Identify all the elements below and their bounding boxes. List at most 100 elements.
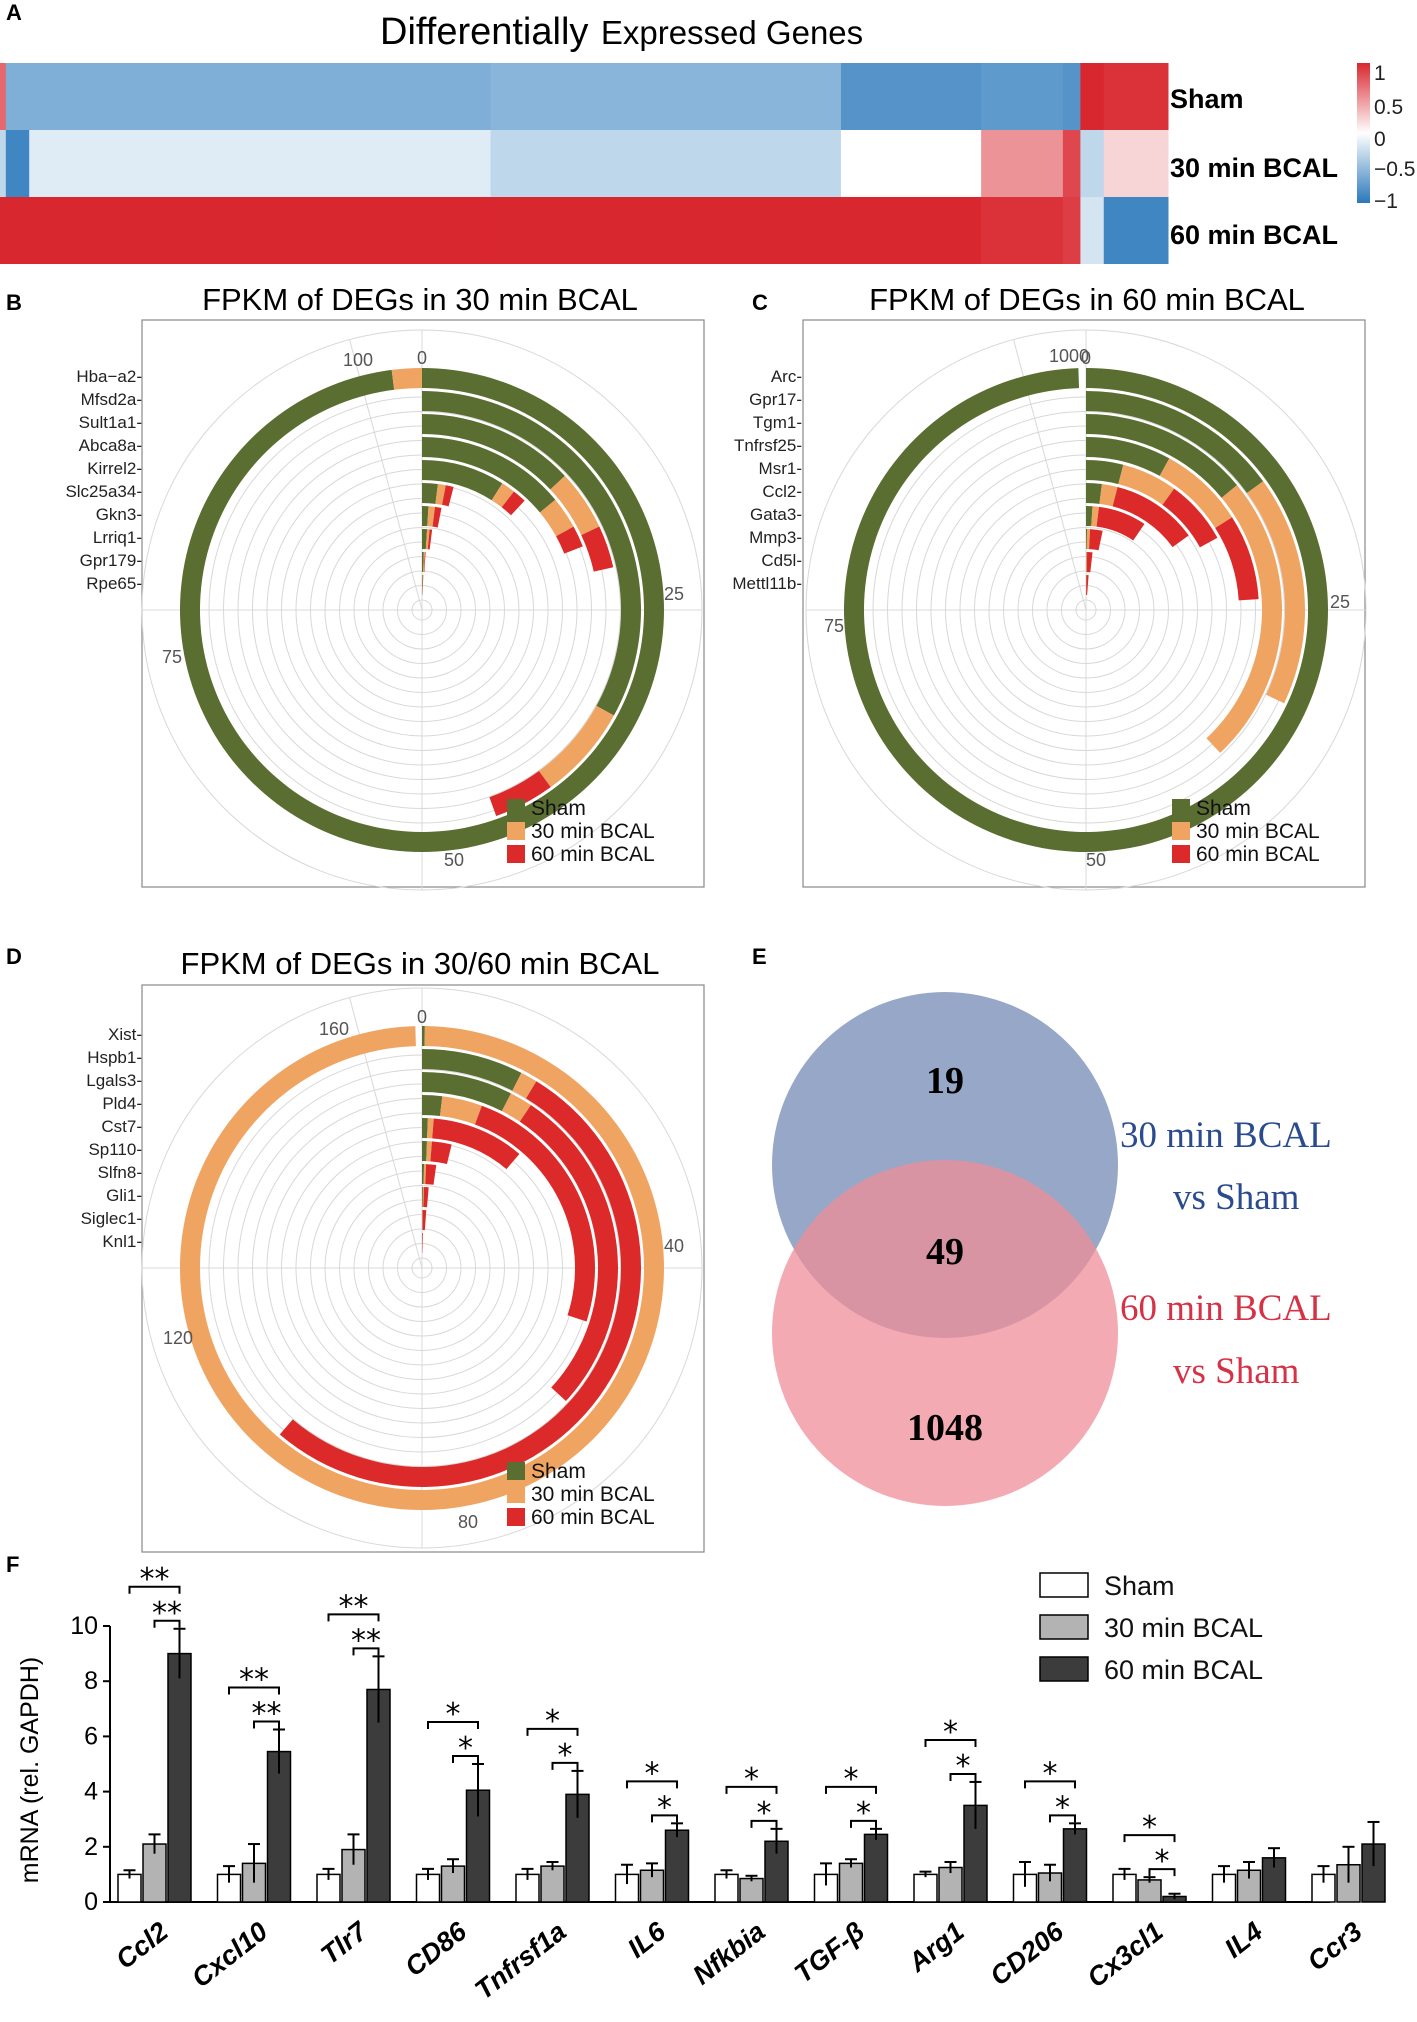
sig-bracket-upper [725,1785,778,1794]
legend-label-2: 60 min BCAL [531,843,655,866]
sig-bracket-upper [924,1738,977,1747]
sig-bracket-lower [1148,1868,1176,1877]
heatmap-title: Differentially Expressed Genes [380,11,863,53]
radial-gene-label: Gata3- [750,505,802,524]
heatmap-cell-7-1 [1080,130,1105,197]
radial-gene-label: Sp110- [88,1140,142,1159]
radial-bar-xist-0 [422,1026,425,1047]
panel-letter-d: D [6,944,22,969]
heatmap-cell-2-1 [29,130,492,197]
x-category-label: Nfkbia [687,1916,771,1990]
radial-bar-lgals3-1 [501,1093,531,1122]
radial-bar-ccl2-0 [1086,483,1102,504]
bar-legend-swatch-1 [1039,1614,1089,1640]
x-category-label: Tlr7 [315,1915,374,1970]
radial-gene-label: Slc25a34- [65,482,142,501]
radial-bar-ccl2-1 [1099,484,1118,507]
y-tick-label: 8 [84,1667,98,1695]
sig-stars-lower: * [1055,1790,1070,1825]
radial-bar-tgm1-1 [1206,485,1283,753]
sig-bracket-upper [626,1780,678,1789]
sig-stars-lower: ** [351,1623,381,1658]
radial-gene-label: Arc- [771,367,802,386]
heatmap-cell-3-0 [490,63,842,130]
radial-panel-b: Hba−a2- Mfsd2a- Sult1a1- Abca8a- Kirrel2- Slc… [65,282,705,891]
radial-bar-abca8a-2 [556,526,583,554]
bar-legend-label-2: 60 min BCAL [1104,1655,1263,1685]
radial-bar-mmp3-0 [1086,529,1088,550]
sig-bracket-upper [825,1785,877,1794]
sig-stars-upper: ** [239,1663,269,1698]
sig-stars-upper: * [446,1697,461,1732]
radial-tick-label: 120 [163,1328,193,1348]
y-tick-label: 10 [70,1612,98,1640]
radial-frame [802,319,1366,888]
heatmap-cell-7-0 [1080,63,1105,130]
venn-label-60-line1: 60 min BCAL [1120,1288,1332,1329]
radial-bar-gpr17-1 [1246,481,1305,704]
radial-gene-label: Xist- [108,1025,142,1044]
bar-legend-swatch-0 [1039,1572,1089,1598]
radial-bar-gpr17-0 [1086,391,1264,494]
radial-bar-sult1a1-0 [422,414,565,490]
legend-label-0: Sham [531,797,586,820]
radial-title: FPKM of DEGs in 30/60 min BCAL [181,946,660,981]
radial-bar-slc25a34-0 [422,483,438,504]
radial-title: FPKM of DEGs in 30 min BCAL [202,282,638,317]
heatmap-cells [0,63,1169,264]
bar-legend-swatch-2 [1039,1656,1089,1682]
sig-bracket-upper [1123,1834,1176,1843]
radial-bar-gli1-2 [423,1187,429,1208]
sig-bracket-upper [427,1721,479,1729]
radial-tick-label: 0 [417,1007,427,1027]
radial-gene-label: Pld4- [102,1094,142,1113]
heatmap-cell-6-1 [1062,130,1081,197]
x-category-label: CD206 [984,1915,1069,1991]
legend-label-0: Sham [531,1460,586,1483]
bar-6-1 [739,1877,764,1903]
radial-tick-label: 160 [319,1019,349,1039]
radial-bar-gata3-1 [1091,506,1100,527]
radial-bar-lrriq1-0 [422,529,428,550]
sig-stars-upper: * [943,1715,958,1750]
radial-tick-label: 75 [824,616,844,636]
sig-bracket-upper [128,1585,181,1594]
radial-bar-pld4-2 [474,1105,595,1322]
radial-bar-cst7-1 [427,1118,434,1139]
radial-bar-hspb1-2 [279,1081,641,1488]
radial-bar-hba−a2-1 [391,368,422,390]
sig-stars-upper: * [1142,1810,1157,1845]
radial-bar-gata3-0 [1086,506,1093,527]
radial-gene-label: Mettl11b- [732,574,802,593]
heatmap-cell-1-2 [5,197,30,264]
radial-bar-rpe65-0 [422,575,423,596]
heatmap-cell-2-2 [29,197,492,264]
radial-gene-label: Gli1- [106,1186,142,1205]
radial-bar-cst7-0 [422,1118,428,1139]
heatmap-row-label-sham: Sham [1170,84,1244,114]
bar-0-2 [167,1652,192,1903]
x-category-label: Ccl2 [110,1916,173,1975]
radial-tick-label: 0 [417,348,427,368]
radial-bar-kirrel2-2 [501,491,525,516]
sig-bracket-upper [228,1686,280,1695]
sig-stars-upper: * [744,1762,759,1797]
legend-swatch-1 [1172,822,1190,840]
heatmap-cell-1-1 [5,130,30,197]
heatmap-cell-7-2 [1080,197,1105,264]
radial-tick-label: 50 [1086,850,1106,870]
radial-title: FPKM of DEGs in 60 min BCAL [869,282,1305,317]
bar-7-2 [863,1833,889,1903]
legend-label-0: Sham [1196,797,1251,820]
radial-bar-hspb1-0 [422,1049,522,1091]
heatmap-title-small: Expressed Genes [601,14,863,51]
sig-bracket-lower [850,1819,877,1828]
radial-gene-label: Tnfrsf25- [734,436,802,455]
heatmap-cell-8-1 [1103,130,1169,197]
heatmap-cell-3-1 [490,130,842,197]
x-category-label: TGF-β [789,1916,870,1989]
bar-chart-panel: 0 2 4 6 8 10 mRNA (rel. GAPDH) Ccl2 Cxcl10 Tlr7 CD… [16,1562,1386,2005]
radial-bar-sult1a1-2 [581,526,614,572]
radial-bar-msr1-0 [1086,460,1124,485]
